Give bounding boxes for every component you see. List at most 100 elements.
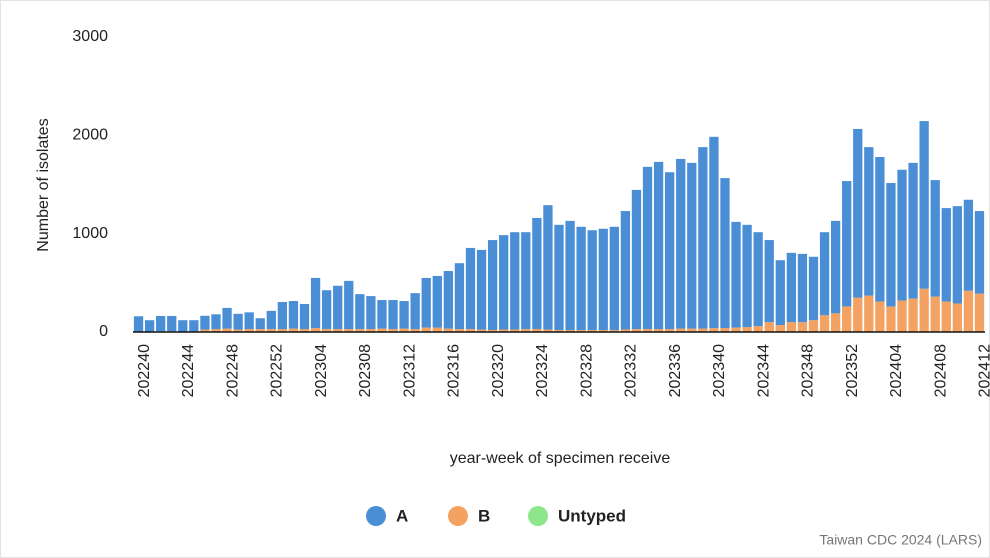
x-tick-label: 202304 [313, 344, 330, 397]
bar-segment [543, 329, 553, 332]
bar-segment [653, 161, 664, 330]
bar-segment [532, 329, 542, 332]
legend-label: Untyped [558, 506, 626, 525]
bar-segment [344, 280, 354, 330]
bar-segment [255, 318, 265, 330]
bar-segment [156, 315, 166, 332]
bar-segment [930, 296, 940, 332]
bar-segment [941, 208, 951, 302]
source-credit: Taiwan CDC 2024 (LARS) [819, 532, 982, 548]
bar-segment [908, 298, 918, 332]
bar-segment [687, 162, 697, 329]
x-tick-label: 202324 [534, 344, 551, 397]
bar-segment [554, 224, 564, 331]
bar-segment [709, 136, 719, 329]
bar-segment [642, 166, 653, 330]
bar-segment [299, 303, 310, 330]
x-tick-label: 202308 [357, 344, 374, 397]
bar-segment [244, 312, 254, 330]
bar-segment [388, 300, 398, 330]
bar-segment [211, 329, 221, 332]
bar-segment [421, 327, 431, 332]
bar-segment [454, 329, 465, 332]
bar-segment [565, 220, 575, 331]
bar-segment [333, 329, 343, 332]
bar-segment [919, 121, 929, 289]
legend-label: A [396, 506, 408, 525]
x-tick-label: 202332 [623, 344, 640, 397]
bar-segment [476, 249, 487, 330]
bar-segment [775, 325, 785, 332]
bar-segment [233, 329, 243, 332]
x-tick-label: 202312 [401, 344, 418, 397]
x-tick-label: 202348 [800, 344, 817, 397]
bar-segment [288, 328, 299, 332]
bar-segment [886, 306, 896, 332]
bar-segment [842, 306, 852, 332]
bar-segment [321, 329, 332, 332]
x-tick-label: 202404 [888, 344, 905, 397]
bar-segment [963, 199, 974, 291]
bar-segment [653, 329, 664, 332]
x-tick-label: 202240 [136, 344, 153, 397]
bar-segment [388, 329, 398, 332]
bar-segment [897, 169, 907, 301]
x-tick-label: 202412 [977, 344, 990, 397]
bar-segment [133, 316, 144, 332]
bar-segment [377, 328, 387, 332]
bar-segment [620, 211, 631, 330]
bar-segment [399, 328, 409, 332]
bar-segment [310, 328, 321, 332]
bar-segment [554, 330, 564, 332]
bar-segment [255, 329, 265, 332]
bar-segment [587, 230, 597, 331]
bar-segment [665, 172, 675, 330]
bar-segment [465, 329, 476, 332]
x-axis-label: year-week of specimen receive [450, 450, 671, 467]
bar-segment [443, 328, 453, 332]
bar-segment [786, 322, 797, 332]
bar-segment [421, 277, 431, 328]
legend-label: B [478, 506, 490, 525]
bar-segment [875, 156, 885, 302]
bar-segment [565, 330, 575, 332]
bar-segment [200, 315, 210, 330]
bar-segment [808, 256, 819, 321]
y-tick-label: 0 [99, 323, 108, 340]
bar-segment [963, 290, 974, 332]
y-tick-label: 3000 [72, 28, 108, 45]
bar-segment [775, 260, 785, 326]
bar-segment [742, 327, 752, 332]
bar-segment [609, 330, 619, 332]
bar-segment [233, 313, 243, 330]
bar-segment [842, 181, 852, 307]
x-tick-label: 202336 [667, 344, 684, 397]
x-tick-label: 202408 [932, 344, 949, 397]
bar-segment [952, 303, 962, 332]
bar-segment [532, 217, 542, 330]
legend-marker [366, 506, 386, 526]
bar-segment [344, 329, 354, 332]
bar-segment [277, 329, 288, 332]
bar-segment [753, 232, 763, 327]
bar-segment [355, 329, 365, 332]
x-tick-label: 202340 [711, 344, 728, 397]
bar-segment [598, 330, 608, 332]
x-tick-label: 202252 [269, 344, 286, 397]
legend-marker [448, 506, 468, 526]
x-tick-label: 202344 [755, 344, 772, 397]
bar-segment [786, 252, 797, 323]
bar-segment [244, 329, 254, 332]
bar-segment [687, 328, 697, 332]
bar-segment [742, 224, 752, 328]
bar-segment [875, 301, 885, 332]
bar-segment [642, 329, 653, 332]
bar-segment [631, 189, 642, 330]
bar-segment [499, 329, 509, 332]
bar-segment [620, 329, 631, 332]
bar-segment [731, 221, 741, 328]
bar-segment [886, 183, 896, 307]
bar-segment [819, 315, 830, 332]
bar-segment [974, 211, 985, 294]
bar-segment [908, 162, 918, 299]
